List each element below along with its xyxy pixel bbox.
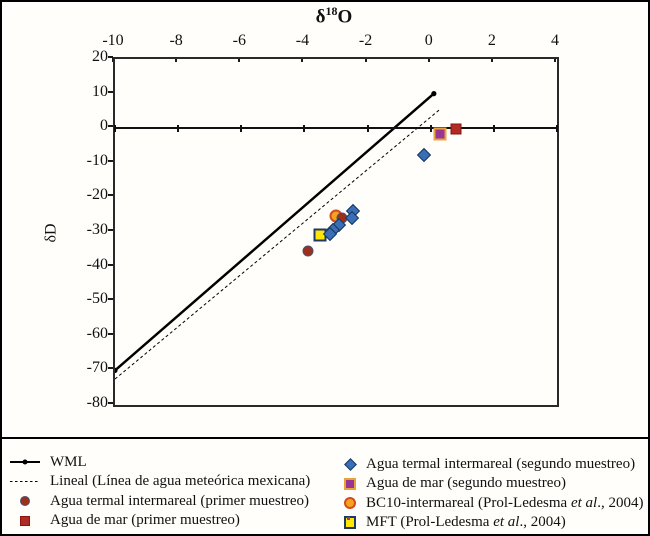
legend-item: MFT (Prol-Ledesma et al., 2004): [344, 514, 566, 532]
legend-swatch-square-yellow-dot: [344, 516, 356, 529]
legend-item-label: Agua termal intermareal (primer muestreo…: [50, 492, 310, 509]
wml-line: [115, 92, 435, 372]
dashed-line-sample: [10, 480, 40, 483]
legend-item-label: Agua de mar (segundo muestreo): [366, 475, 566, 491]
diamond-blue-icon: [343, 457, 357, 471]
y-tick-label: -30: [86, 221, 108, 238]
zero-axis-tick: [303, 124, 306, 132]
y-tick-label: -70: [86, 359, 108, 377]
legend-swatch-square-purple: [344, 477, 356, 490]
square-purple-icon: [344, 477, 356, 490]
x-tick-label: -4: [295, 32, 310, 49]
y-tick-label: -10: [86, 151, 108, 169]
delta-symbol: δ: [315, 6, 326, 28]
y-tick-mark: [108, 194, 113, 197]
y-tick-mark: [108, 332, 113, 335]
legend-item: Agua termal intermareal (primer muestreo…: [10, 492, 309, 510]
zero-axis-tick: [492, 124, 495, 132]
wml-endpoint-marker: [115, 367, 118, 373]
x-tick-label: -10: [102, 32, 124, 49]
zero-axis-tick: [366, 124, 369, 132]
y-tick-mark: [108, 263, 113, 266]
square-darkred-icon: [20, 515, 30, 526]
circle-maroon-icon: [20, 496, 30, 506]
zero-axis-tick: [177, 124, 180, 132]
square-yellow-dot-icon: [344, 516, 356, 529]
x-tick-mark: [301, 57, 304, 62]
legend-item: Agua termal intermareal (segundo muestre…: [343, 455, 636, 473]
x-tick-label: -2: [358, 32, 373, 49]
legend-swatch-line-dashed: [10, 480, 40, 483]
legend-swatch-line-wml: [10, 459, 40, 465]
y-tick-mark: [108, 90, 113, 93]
x-tick-mark: [364, 57, 367, 62]
oxygen-symbol: O: [337, 6, 353, 28]
data-point-square-purple: [433, 127, 447, 141]
wml-endpoint-marker: [431, 91, 437, 97]
legend-item: WML: [10, 453, 87, 471]
legend-item: Agua de mar (primer muestreo): [10, 512, 240, 530]
zero-axis-tick: [114, 124, 116, 132]
y-tick-mark: [108, 298, 113, 301]
x-tick-label: 4: [551, 32, 559, 49]
y-tick-mark: [108, 159, 113, 162]
y-tick-label: -80: [86, 394, 108, 411]
wml-dot-icon: [22, 459, 28, 465]
y-tick-label: 10: [92, 82, 108, 100]
x-tick-label: -8: [169, 32, 183, 49]
wml-line-sample: [10, 459, 40, 465]
legend-item-label: BC10-intermareal (Prol-Ledesma et al., 2…: [366, 494, 644, 511]
legend: WML Lineal (Línea de agua meteórica mexic…: [2, 437, 648, 534]
data-point-square-darkred: [450, 123, 462, 135]
meteoric-lines-layer: [115, 91, 441, 380]
y-tick-label: 0: [100, 117, 108, 135]
x-tick-mark: [175, 57, 178, 62]
y-axis-title: δD: [42, 223, 60, 243]
zero-axis-line: [115, 127, 557, 130]
y-tick-mark: [108, 125, 113, 128]
x-tick-label: -6: [232, 32, 246, 49]
legend-item: Agua de mar (segundo muestreo): [344, 475, 566, 493]
y-tick-mark: [108, 56, 113, 58]
legend-item: Lineal (Línea de agua meteórica mexicana…: [10, 473, 310, 491]
legend-item-label: Agua de mar (primer muestreo): [50, 512, 240, 528]
zero-axis-tick: [240, 124, 243, 132]
y-tick-label: -60: [86, 324, 108, 342]
x-tick-label: 0: [424, 32, 433, 49]
x-tick-mark: [554, 57, 556, 62]
chart-area: δ18O δD -10 -8 -6 -4 -2 0 2 4 20 10 0 -10 -20 -30 -40…: [2, 2, 648, 437]
legend-swatch-square-darkred: [10, 515, 40, 526]
y-tick-mark: [108, 402, 113, 404]
y-tick-mark: [108, 229, 113, 231]
legend-item: BC10-intermareal (Prol-Ledesma et al., 2…: [344, 494, 643, 512]
legend-item-label: WML: [50, 453, 87, 470]
plot-area: [113, 57, 559, 407]
data-point-circle-maroon: [302, 245, 314, 257]
y-tick-label: -50: [86, 290, 108, 308]
legend-swatch-diamond-blue: [343, 457, 357, 471]
superscript-18: 18: [325, 4, 338, 18]
x-tick-mark: [238, 57, 241, 62]
circle-orange-icon: [344, 497, 356, 509]
zero-axis-tick: [556, 124, 558, 132]
x-tick-mark: [490, 57, 493, 62]
y-tick-label: 20: [92, 48, 108, 65]
legend-item-label: Agua termal intermareal (segundo muestre…: [366, 455, 636, 472]
y-tick-label: -20: [86, 186, 108, 204]
legend-swatch-circle-orange: [344, 497, 356, 509]
x-tick-label: 2: [487, 32, 496, 49]
zero-axis-tick: [429, 124, 432, 132]
legend-item-label: MFT (Prol-Ledesma et al., 2004): [366, 514, 566, 530]
legend-swatch-circle-maroon: [10, 496, 40, 506]
x-tick-mark: [427, 57, 430, 62]
y-tick-label: -40: [86, 255, 108, 273]
legend-item-label: Lineal (Línea de agua meteórica mexicana…: [50, 473, 311, 489]
y-tick-mark: [108, 367, 113, 370]
x-axis-title: δ18O: [113, 4, 555, 28]
mexican-meteoric-dashed-line: [115, 108, 441, 380]
